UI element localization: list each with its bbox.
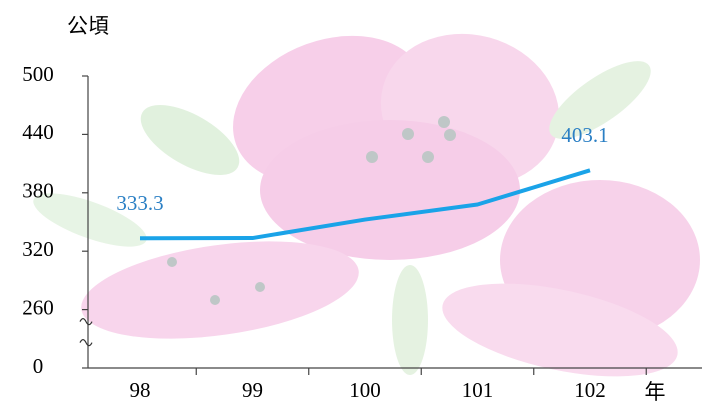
x-tick-label: 99: [242, 378, 263, 402]
data-line: [139, 168, 591, 241]
y-tick-label: 260: [22, 295, 54, 319]
y-tick-label: 440: [22, 120, 54, 144]
y-tick-label: 500: [22, 62, 54, 86]
y-tick-label: 320: [22, 237, 54, 261]
axis-break: [79, 339, 93, 347]
x-tick-label: 102: [574, 378, 606, 402]
y-tick-label: 380: [22, 179, 54, 203]
x-tick-label: 100: [349, 378, 381, 402]
y-unit: 公頃: [67, 14, 109, 38]
x-tick-label: 98: [130, 378, 151, 402]
x-unit: 年: [645, 380, 666, 404]
axis-break: [79, 318, 93, 326]
x-tick-label: 101: [462, 378, 494, 402]
y-tick-label: 0: [33, 354, 44, 378]
value-label: 403.1: [561, 123, 608, 147]
value-label: 333.3: [116, 191, 163, 215]
